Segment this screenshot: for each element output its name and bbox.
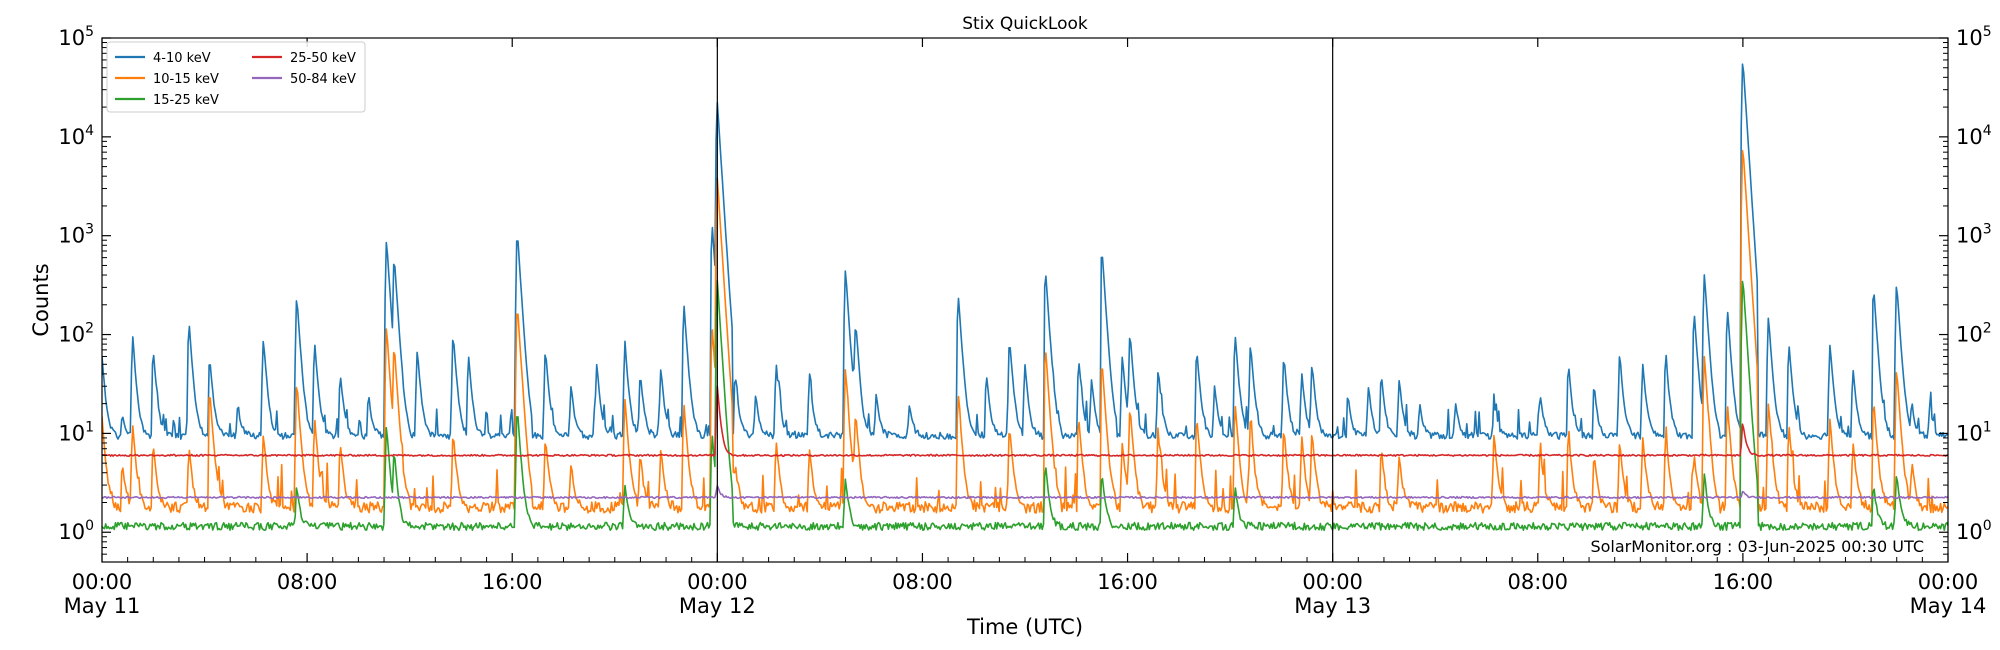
legend-label: 4-10 keV	[153, 51, 211, 66]
x-tick-label-time: 16:00	[1713, 570, 1774, 594]
y-tick-label-left: 101	[58, 419, 94, 445]
y-axis-right: 100 101 102 103 104 105	[1939, 24, 1992, 563]
y-tick-label-left: 102	[58, 321, 94, 347]
y-axis-title: Counts	[29, 263, 53, 336]
x-tick-label-date: May 12	[679, 594, 756, 618]
series-line-25-50-kev	[102, 385, 1948, 458]
x-tick-label-time: 16:00	[1097, 570, 1158, 594]
legend-box	[106, 41, 366, 113]
legend-label: 15-25 keV	[153, 93, 219, 108]
y-axis-left: 100 101 102 103 104 105	[58, 24, 111, 563]
series-line-10-15-kev	[102, 149, 1948, 514]
y-tick-label-left: 100	[58, 518, 94, 544]
x-tick-label-time: 00:00	[1302, 570, 1363, 594]
x-tick-label-time: 00:00	[72, 570, 133, 594]
x-tick-label-time: 08:00	[277, 570, 338, 594]
x-tick-label-date: May 13	[1294, 594, 1371, 618]
y-tick-label-right: 101	[1956, 419, 1992, 445]
y-tick-label-left: 104	[58, 123, 94, 149]
legend-label: 50-84 keV	[290, 72, 356, 87]
x-tick-label-time: 16:00	[482, 570, 543, 594]
legend-label: 10-15 keV	[153, 72, 219, 87]
series-line-50-84-kev	[102, 484, 1948, 500]
x-tick-label-time: 00:00	[687, 570, 748, 594]
x-tick-label-time: 00:00	[1918, 570, 1979, 594]
y-tick-label-left: 105	[58, 24, 94, 50]
y-tick-label-right: 102	[1956, 321, 1992, 347]
y-tick-label-right: 104	[1956, 123, 1992, 149]
series-line-4-10-kev	[102, 63, 1948, 441]
x-tick-label-date: May 14	[1910, 594, 1987, 618]
x-axis-title: Time (UTC)	[966, 615, 1083, 639]
y-tick-label-right: 100	[1956, 518, 1992, 544]
credit-text: SolarMonitor.org : 03-Jun-2025 00:30 UTC	[1590, 537, 1924, 556]
day-boundary-layer	[716, 38, 1334, 562]
y-tick-label-left: 103	[58, 222, 94, 248]
chart-title: Stix QuickLook	[962, 14, 1088, 34]
y-tick-label-right: 103	[1956, 222, 1992, 248]
legend-label: 25-50 keV	[290, 51, 356, 66]
x-tick-label-date: May 11	[64, 594, 141, 618]
x-tick-label-time: 08:00	[1508, 570, 1569, 594]
x-tick-label-time: 08:00	[892, 570, 953, 594]
legend: 4-10 keV 10-15 keV 15-25 keV 25-50 keV 50-84…	[106, 41, 366, 113]
series-layer	[102, 63, 1948, 532]
series-line-15-25-kev	[102, 279, 1948, 532]
y-tick-label-right: 105	[1956, 24, 1992, 50]
